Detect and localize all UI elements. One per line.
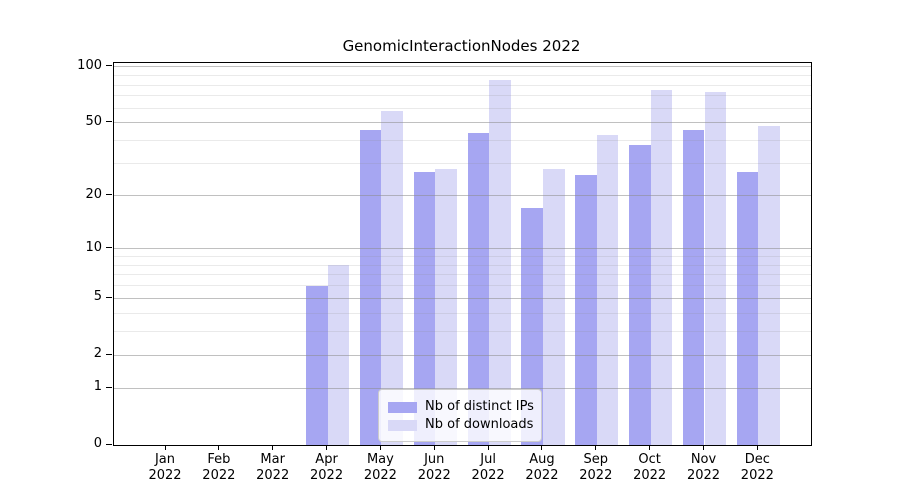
y-tick-10 <box>106 247 112 249</box>
y-tick-label-2: 2 <box>93 346 102 361</box>
bar-apr-distinct-ips <box>305 285 328 445</box>
x-tick-jul <box>487 445 489 450</box>
x-tick-may <box>379 445 381 450</box>
x-tick-sep <box>595 445 597 450</box>
y-tick-2 <box>106 353 112 355</box>
minor-gridline-30 <box>114 163 811 165</box>
legend-swatch-distinct-ips <box>388 401 417 413</box>
legend-label-distinct-ips: Nb of distinct IPs <box>425 399 534 414</box>
major-gridline-50 <box>114 122 811 124</box>
x-tick-jan <box>164 445 166 450</box>
minor-gridline-40 <box>114 140 811 142</box>
x-tick-label-mar: Mar 2022 <box>256 452 290 483</box>
x-tick-label-nov: Nov 2022 <box>686 452 721 483</box>
x-tick-label-aug: Aug 2022 <box>525 452 559 483</box>
bar-jun-downloads <box>435 169 457 445</box>
y-tick-label-1: 1 <box>93 379 102 395</box>
bar-aug-distinct-ips <box>521 208 543 445</box>
minor-gridline-70 <box>114 95 811 97</box>
bars-layer <box>114 63 811 445</box>
y-tick-50 <box>106 121 112 123</box>
x-tick-jun <box>433 445 435 450</box>
bar-jun-distinct-ips <box>413 172 436 445</box>
major-gridline-2 <box>114 354 811 356</box>
x-tick-label-dec: Dec 2022 <box>740 452 774 483</box>
y-tick-100 <box>106 65 112 67</box>
legend: Nb of distinct IPs Nb of downloads <box>378 389 542 442</box>
bar-jul-downloads <box>489 80 511 445</box>
y-tick-20 <box>106 194 112 196</box>
x-tick-label-oct: Oct 2022 <box>633 452 667 483</box>
x-tick-label-may: May 2022 <box>363 452 397 483</box>
y-tick-0 <box>106 443 112 445</box>
minor-gridline-80 <box>114 84 811 86</box>
minor-gridline-4 <box>114 312 811 314</box>
minor-gridline-3 <box>114 330 811 332</box>
gridlines-layer <box>114 63 811 445</box>
major-gridline-1 <box>114 387 811 389</box>
x-tick-label-apr: Apr 2022 <box>310 452 344 483</box>
x-tick-label-feb: Feb 2022 <box>202 452 236 483</box>
bar-may-distinct-ips <box>359 129 382 445</box>
x-tick-label-jul: Jul 2022 <box>471 452 505 483</box>
x-tick-feb <box>218 445 220 450</box>
legend-label-downloads: Nb of downloads <box>425 417 534 432</box>
x-tick-dec <box>756 445 758 450</box>
bar-dec-distinct-ips <box>736 172 759 445</box>
major-gridline-100 <box>114 66 811 68</box>
minor-gridline-60 <box>114 107 811 109</box>
y-tick-label-20: 20 <box>85 186 102 202</box>
bar-oct-downloads <box>650 90 673 445</box>
minor-gridline-9 <box>114 255 811 257</box>
y-tick-label-100: 100 <box>77 57 102 73</box>
plot-area <box>113 62 812 446</box>
major-gridline-10 <box>114 248 811 250</box>
x-tick-nov <box>703 445 704 450</box>
bar-dec-downloads <box>758 126 780 445</box>
x-tick-label-jan: Jan 2022 <box>148 452 182 483</box>
x-tick-oct <box>649 445 651 450</box>
bar-sep-distinct-ips <box>575 175 597 445</box>
bar-sep-downloads <box>596 135 619 445</box>
y-tick-label-5: 5 <box>93 289 102 305</box>
x-tick-label-jun: Jun 2022 <box>417 452 451 483</box>
bar-oct-distinct-ips <box>629 144 651 445</box>
x-tick-mar <box>272 445 274 450</box>
y-tick-label-50: 50 <box>85 113 102 129</box>
legend-item-downloads: Nb of downloads <box>388 416 534 434</box>
y-tick-label-10: 10 <box>85 239 102 255</box>
minor-gridline-6 <box>114 285 811 287</box>
legend-swatch-downloads <box>388 419 417 431</box>
minor-gridline-90 <box>114 74 811 76</box>
bar-jul-distinct-ips <box>467 133 490 445</box>
minor-gridline-7 <box>114 274 811 276</box>
legend-item-distinct-ips: Nb of distinct IPs <box>388 398 534 416</box>
y-tick-5 <box>106 296 112 298</box>
x-tick-aug <box>541 445 543 450</box>
major-gridline-5 <box>114 297 811 299</box>
bar-may-downloads <box>381 111 403 445</box>
bar-nov-downloads <box>704 92 727 445</box>
chart-title: GenomicInteractionNodes 2022 <box>342 37 581 55</box>
major-gridline-20 <box>114 195 811 197</box>
x-tick-label-sep: Sep 2022 <box>579 452 613 483</box>
bar-nov-distinct-ips <box>682 129 705 445</box>
x-tick-apr <box>326 445 328 450</box>
minor-gridline-8 <box>114 264 811 266</box>
y-tick-1 <box>106 386 112 388</box>
y-tick-label-0: 0 <box>93 436 102 451</box>
bar-aug-downloads <box>542 169 565 445</box>
